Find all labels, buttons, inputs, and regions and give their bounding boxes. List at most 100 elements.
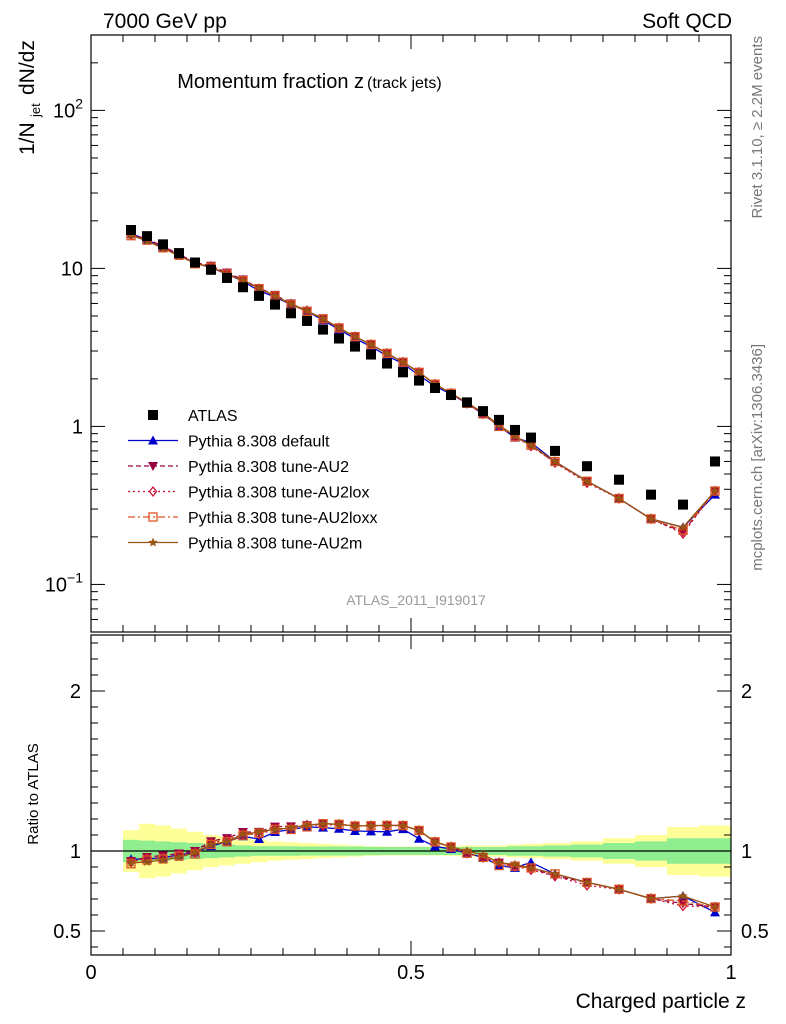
legend-label-data: ATLAS <box>188 408 238 425</box>
ratio-point-4 <box>190 847 200 857</box>
ratio-point-4 <box>614 884 624 894</box>
ratio-point-4 <box>710 902 720 911</box>
y-tick-label: 10−1 <box>45 569 83 596</box>
series-point-4 <box>614 493 624 503</box>
main-panel: Momentum fraction z (track jets) ATLAS_2… <box>16 34 732 633</box>
data-point <box>190 257 200 268</box>
data-point <box>238 282 248 293</box>
data-point <box>142 231 152 242</box>
legend: ATLAS Pythia 8.308 default Pythia 8.308 tu… <box>128 408 377 553</box>
legend-marker-4 <box>148 537 158 547</box>
data-point <box>414 375 424 386</box>
y-tick-label: 10 <box>61 258 83 280</box>
data-point <box>206 264 216 275</box>
data-point <box>550 445 560 456</box>
ratio-y-tick-label: 1 <box>70 841 81 863</box>
ratio-point-4 <box>318 818 328 828</box>
y-tick-label: 1 <box>72 416 83 438</box>
ratio-point-4 <box>510 859 520 869</box>
legend-marker-2 <box>148 485 158 498</box>
data-point <box>270 299 280 310</box>
data-point <box>286 308 296 319</box>
ratio-point-4 <box>494 857 504 867</box>
series-point-4 <box>302 305 312 315</box>
series-point-4 <box>414 367 424 377</box>
series-point-4 <box>710 486 720 496</box>
series-point-4 <box>382 348 392 358</box>
data-point <box>318 324 328 335</box>
ratio-point-4 <box>478 849 488 859</box>
chart-title: Momentum fraction z <box>177 71 364 93</box>
data-point <box>382 358 392 369</box>
ratio-point-2 <box>206 837 216 849</box>
data-point <box>710 456 720 467</box>
series-point-4 <box>646 513 656 523</box>
data-point <box>430 383 440 394</box>
ratio-point-4 <box>582 877 592 887</box>
data-point <box>302 315 312 326</box>
main-frame <box>90 34 732 633</box>
data-point <box>582 461 592 472</box>
ratio-point-4 <box>302 820 312 830</box>
legend-marker-1 <box>148 462 158 471</box>
x-tick-label: 0 <box>85 962 96 984</box>
ratio-point-4 <box>550 868 560 878</box>
series-point-4 <box>270 290 280 300</box>
svg-text:jet: jet <box>28 103 43 118</box>
ratio-y-tick-label: 0.5 <box>53 921 81 943</box>
ratio-point-0 <box>382 826 392 836</box>
rivet-version-label: Rivet 3.1.10, ≥ 2.2M events <box>749 36 766 219</box>
x-tick-label: 1 <box>725 962 736 984</box>
legend-label-2: Pythia 8.308 tune-AU2lox <box>188 485 369 502</box>
series-point-4 <box>526 440 536 450</box>
data-point <box>446 390 456 401</box>
ratio-point-4 <box>206 839 216 849</box>
legend-marker-3 <box>148 512 158 522</box>
series-point-4 <box>510 431 520 440</box>
data-point <box>478 406 488 417</box>
legend-label-3: Pythia 8.308 tune-AU2loxx <box>188 510 377 527</box>
ratio-y-tick-label: 2 <box>70 681 81 703</box>
series-point-2 <box>678 527 688 540</box>
ratio-point-4 <box>446 841 456 851</box>
svg-text:dN/dz: dN/dz <box>16 40 39 95</box>
ratio-point-4 <box>414 825 424 835</box>
mcplots-label: mcplots.cern.ch [arXiv:1306.3436] <box>749 344 766 571</box>
data-point <box>174 248 184 259</box>
ratio-point-4 <box>398 820 408 830</box>
legend-marker-data <box>148 410 158 420</box>
ratio-y-tick-label-right: 1 <box>741 841 752 863</box>
data-point <box>510 424 520 435</box>
ratio-frame <box>90 634 732 956</box>
data-point <box>158 239 168 250</box>
x-axis-label: Charged particle z <box>576 990 746 1013</box>
data-point <box>462 397 472 408</box>
ratio-point-4 <box>526 862 536 872</box>
data-point <box>678 499 688 510</box>
series-point-4 <box>350 331 360 341</box>
ratio-point-2 <box>126 856 136 868</box>
data-point <box>366 349 376 360</box>
analysis-id-label: ATLAS_2011_I919017 <box>346 592 486 608</box>
data-point <box>646 489 656 500</box>
ratio-point-4 <box>238 829 248 839</box>
ratio-point-4 <box>222 836 232 846</box>
y-tick-label: 102 <box>53 95 83 122</box>
legend-label-1: Pythia 8.308 tune-AU2 <box>188 459 349 476</box>
ratio-point-2 <box>222 834 232 846</box>
series-point-4 <box>582 476 592 486</box>
data-point <box>254 290 264 301</box>
data-point <box>222 272 232 283</box>
ratio-point-0 <box>414 833 424 843</box>
ratio-point-4 <box>158 855 168 865</box>
data-point <box>350 341 360 352</box>
ratio-point-4 <box>174 852 184 862</box>
ratio-point-4 <box>382 820 392 830</box>
ratio-panel: Ratio to ATLAS 0 0.5 10.5 0.51 12 2 <box>25 634 769 984</box>
category-label: Soft QCD <box>642 10 732 33</box>
legend-marker-0 <box>148 435 158 445</box>
chart-subtitle: (track jets) <box>367 75 442 92</box>
ratio-point-4 <box>126 857 136 867</box>
series-point-4 <box>366 339 376 349</box>
